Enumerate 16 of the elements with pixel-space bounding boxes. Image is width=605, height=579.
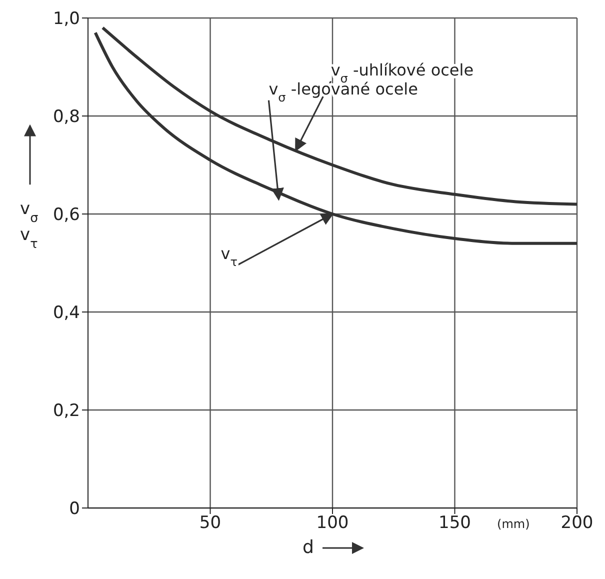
line-series xyxy=(101,26,577,206)
y-tick-label: 0,8 xyxy=(52,107,80,128)
y-tick-label: 0,2 xyxy=(52,401,80,422)
y-tick-label: 0,4 xyxy=(52,303,80,324)
annotation: v$_{τ}$ xyxy=(220,244,238,269)
x-axis-title: d xyxy=(302,537,314,558)
y-tick-label: 0,6 xyxy=(52,205,80,226)
line-series xyxy=(94,31,577,245)
y-tick-label: 1,0 xyxy=(52,9,80,30)
y-tick-label: 0 xyxy=(69,499,80,520)
y-axis-title: v$_{σ}$ v$_{τ}$ xyxy=(20,199,38,252)
text: (mm) xyxy=(497,517,530,531)
x-tick-label: 100 xyxy=(316,513,349,534)
x-tick-label: 200 xyxy=(560,513,594,534)
x-tick-label: 150 xyxy=(438,513,471,534)
x-tick-label: 50 xyxy=(199,513,222,534)
